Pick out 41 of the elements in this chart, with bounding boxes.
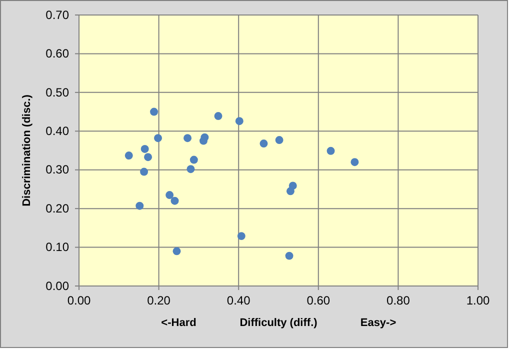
point bbox=[260, 140, 268, 148]
point bbox=[190, 156, 198, 164]
text: <-Hard bbox=[161, 317, 196, 329]
point bbox=[124, 152, 133, 160]
x-tick-label: 0.60 bbox=[306, 294, 330, 308]
y-tick-label: 0.10 bbox=[46, 240, 70, 254]
point bbox=[150, 108, 158, 116]
point bbox=[170, 196, 179, 205]
point bbox=[326, 146, 335, 155]
point bbox=[237, 232, 246, 240]
x-tick-label: 0.00 bbox=[67, 294, 91, 308]
point bbox=[275, 136, 284, 144]
point bbox=[136, 202, 144, 210]
point bbox=[186, 165, 195, 174]
y-tick-label: 0.50 bbox=[46, 85, 70, 100]
point bbox=[144, 153, 152, 162]
point bbox=[154, 134, 162, 142]
point bbox=[286, 187, 294, 196]
y-tick-label: 0.60 bbox=[46, 46, 70, 61]
y-axis-title: Discrimination (disc.) bbox=[21, 94, 33, 206]
y-tick-label: 0.40 bbox=[46, 124, 70, 138]
x-tick-label: 0.20 bbox=[147, 294, 171, 308]
point bbox=[235, 117, 244, 126]
point bbox=[200, 136, 208, 145]
point bbox=[166, 191, 174, 200]
point bbox=[140, 168, 148, 176]
point bbox=[350, 158, 359, 166]
x-tick-label: 0.40 bbox=[226, 294, 251, 308]
y-tick-label: 0.00 bbox=[46, 278, 70, 293]
x-tick-label: 0.80 bbox=[386, 294, 410, 308]
y-tick-label: 0.70 bbox=[46, 8, 70, 22]
point bbox=[285, 252, 294, 260]
x-axis-title: Difficulty (diff.) bbox=[240, 317, 318, 329]
point bbox=[140, 144, 149, 153]
point bbox=[214, 112, 222, 120]
x-tick-label: 1.00 bbox=[466, 294, 490, 308]
point bbox=[184, 134, 192, 142]
point bbox=[172, 247, 181, 256]
y-tick-label: 0.30 bbox=[46, 162, 70, 177]
text: Easy-> bbox=[360, 317, 396, 329]
y-tick-label: 0.20 bbox=[46, 201, 70, 216]
